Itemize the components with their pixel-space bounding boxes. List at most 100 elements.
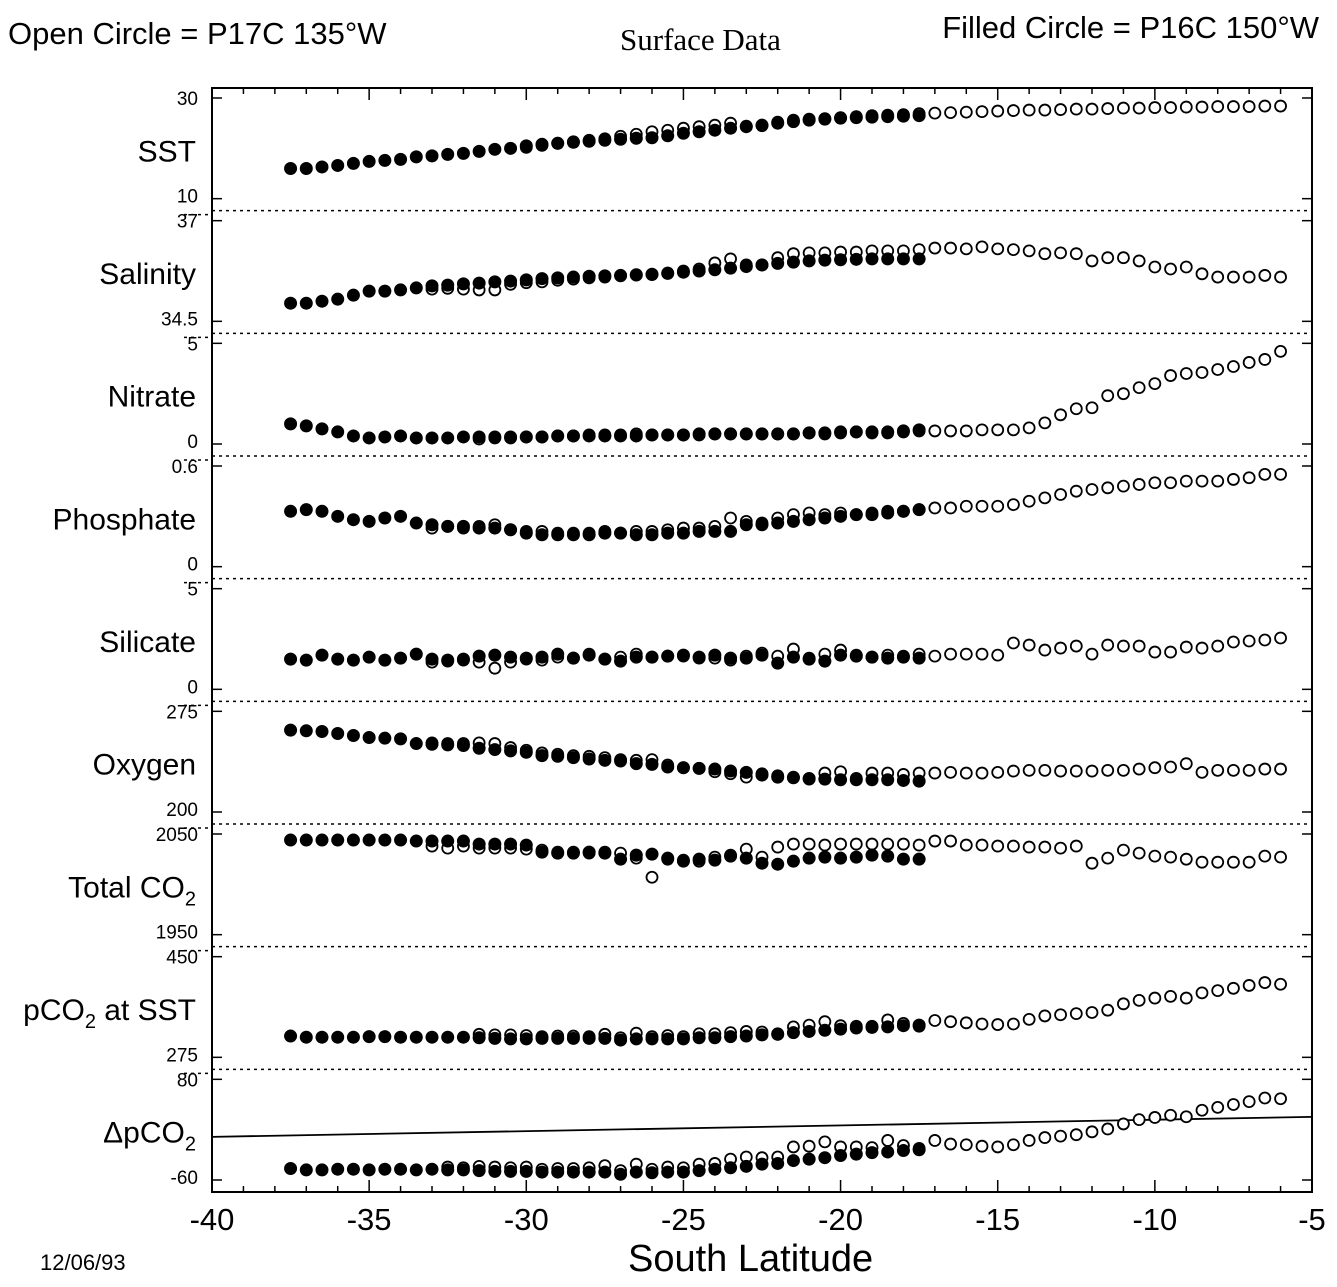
filled-point [896,252,910,266]
filled-point [629,650,643,664]
filled-point [802,426,816,440]
open-point [1022,763,1036,777]
open-point [1242,855,1256,869]
filled-point [519,430,533,444]
filled-point [896,109,910,123]
open-point [928,106,942,120]
open-point [1164,262,1177,276]
filled-point [771,1156,785,1170]
open-point [1101,1122,1115,1136]
filled-point [692,650,706,664]
x-tick-label: -10 [1132,1202,1177,1237]
filled-point [802,1024,816,1038]
open-point [1085,401,1099,415]
filled-point [802,513,816,527]
filled-point [755,856,769,870]
open-point [1179,367,1193,380]
open-point [975,647,989,661]
open-point [1148,645,1162,659]
open-point [1242,634,1256,648]
plot-frame [211,87,1313,1193]
open-point [944,1137,957,1151]
open-point [1054,246,1067,260]
open-point [881,1134,895,1147]
open-point [1164,760,1177,774]
filled-point [566,135,580,149]
filled-point [284,161,298,175]
open-point [1117,101,1130,115]
filled-point [519,651,533,665]
filled-point [818,772,832,786]
filled-point [331,158,345,172]
filled-point [724,651,738,665]
open-point [928,649,942,663]
filled-point [472,837,486,851]
open-point [975,766,989,780]
open-point [1069,839,1083,853]
filled-point [394,732,408,746]
open-point [991,1018,1005,1031]
filled-point [598,133,612,147]
filled-point [378,430,392,444]
open-point [1132,993,1146,1007]
filled-point [614,526,628,540]
open-point [1069,484,1083,498]
filled-point [582,528,596,542]
open-point [1258,99,1272,113]
filled-point [535,845,549,859]
filled-point [582,134,596,148]
filled-point [409,431,423,445]
filled-point [425,1162,439,1176]
filled-point [834,253,848,267]
filled-point [881,425,895,439]
open-point [1227,635,1240,649]
filled-point [551,749,565,763]
filled-point [378,153,392,167]
date-stamp: 12/06/93 [40,1250,126,1275]
filled-point [535,650,549,664]
filled-point [284,1029,298,1043]
open-point [1179,852,1193,866]
filled-point [645,847,659,861]
open-point [959,1016,973,1030]
filled-point [519,838,533,852]
filled-point [802,113,816,127]
open-point [1069,1007,1083,1021]
filled-point [676,126,690,140]
filled-point [504,837,518,851]
open-point [944,424,957,438]
filled-point [755,1028,769,1042]
open-point [1022,421,1036,435]
open-point [975,838,989,852]
filled-point [425,1030,439,1044]
open-point [1085,647,1099,661]
legend-filled-circle: Filled Circle = P16C 150°W [942,10,1319,45]
filled-point [472,1031,486,1045]
zero-line [211,1115,1313,1138]
filled-point [315,833,329,847]
open-point [1211,1100,1225,1114]
open-point [928,834,942,848]
filled-point [834,851,848,865]
open-point [1054,841,1067,855]
filled-point [896,1019,910,1033]
open-point [1258,467,1272,481]
y-tick-label-bottom: 200 [166,800,198,821]
filled-point [519,139,533,153]
filled-point [786,115,800,129]
filled-point [472,741,486,755]
filled-point [519,273,533,287]
filled-point [362,284,376,298]
filled-point [692,761,706,775]
filled-point [739,851,753,865]
open-point [959,1138,973,1152]
filled-point [284,1161,298,1175]
open-point [1117,997,1130,1011]
filled-point [394,1162,408,1176]
filled-point [724,1161,738,1175]
filled-point [661,526,675,540]
filled-point [582,752,596,766]
filled-point [504,1164,518,1178]
filled-point [739,1029,753,1043]
open-point [1132,254,1146,268]
